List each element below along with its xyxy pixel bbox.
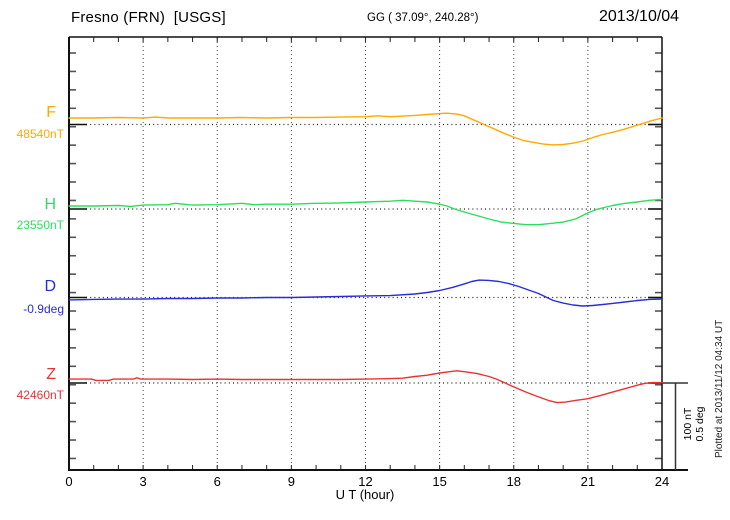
trace-baseline-H: 23550nT (16, 218, 64, 232)
x-tick-label: 9 (288, 474, 295, 489)
scale-deg-label: 0.5 deg (694, 406, 706, 442)
trace-F (68, 112, 663, 146)
trace-label-Z: Z (46, 366, 56, 383)
trace-D (68, 279, 663, 307)
scale-nt-label: 100 nT (682, 407, 694, 441)
x-tick-label: 24 (655, 474, 669, 489)
xaxis-label: U T (hour) (335, 487, 395, 502)
x-tick-label: 3 (140, 474, 147, 489)
trace-baseline-D: -0.9deg (23, 302, 64, 316)
trace-label-F: F (46, 104, 56, 121)
geographic-coordinates: GG ( 37.09°, 240.28°) (367, 12, 479, 24)
x-gridlines (142, 38, 589, 469)
x-tick-label: 21 (581, 474, 595, 489)
plot-date: 2013/10/04 (599, 8, 680, 25)
trace-baseline-F: 48540nT (16, 127, 64, 141)
baselines (69, 123, 662, 384)
x-tick-label: 12 (358, 474, 372, 489)
trace-label-H: H (44, 196, 56, 213)
trace-H (68, 198, 663, 226)
y-ticks (69, 52, 662, 460)
x-ticks (93, 37, 638, 470)
station-title: Fresno (FRN) [USGS] (71, 9, 226, 26)
plotted-timestamp: Plotted at 2013/11/12 04:34 UT (714, 319, 725, 458)
scalebar-label: 100 nT 0.5 deg (682, 396, 708, 452)
trace-Z (68, 370, 663, 404)
x-tick-label: 0 (65, 474, 72, 489)
trace-baseline-Z: 42460nT (16, 388, 64, 402)
x-tick-labels: 0 3 6 9 12 15 18 21 24 (65, 474, 669, 489)
plot-frame (68, 36, 688, 471)
trace-label-D: D (44, 278, 56, 295)
scale-bar (662, 382, 688, 470)
x-tick-label: 18 (507, 474, 521, 489)
x-tick-label: 6 (214, 474, 221, 489)
x-tick-label: 15 (432, 474, 446, 489)
